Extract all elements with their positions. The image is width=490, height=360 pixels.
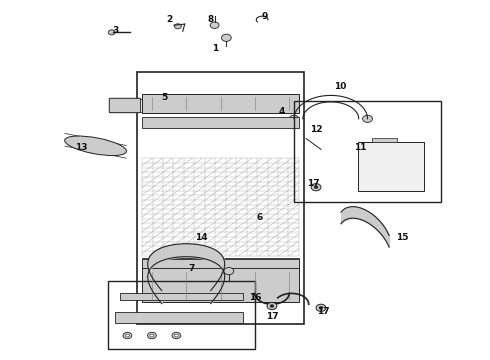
Text: 2: 2 <box>166 15 172 24</box>
Text: 3: 3 <box>112 26 118 35</box>
Circle shape <box>174 334 178 337</box>
Text: 6: 6 <box>257 213 263 222</box>
Ellipse shape <box>65 136 126 156</box>
Circle shape <box>141 315 148 320</box>
Text: 17: 17 <box>307 179 320 188</box>
Text: 13: 13 <box>74 143 87 152</box>
Circle shape <box>232 293 241 300</box>
Circle shape <box>174 24 181 29</box>
Text: 14: 14 <box>195 233 207 242</box>
Circle shape <box>270 305 274 307</box>
Bar <box>142 94 299 113</box>
Text: 15: 15 <box>395 233 408 242</box>
Bar <box>142 258 299 268</box>
Text: 4: 4 <box>278 107 285 116</box>
Circle shape <box>117 315 123 320</box>
Text: 7: 7 <box>188 264 195 273</box>
Text: 16: 16 <box>248 292 261 302</box>
Circle shape <box>319 306 323 309</box>
Circle shape <box>150 334 154 337</box>
Circle shape <box>221 34 231 41</box>
Text: 17: 17 <box>317 307 330 316</box>
Circle shape <box>363 115 372 122</box>
Text: 5: 5 <box>161 93 167 102</box>
Circle shape <box>289 115 299 122</box>
Circle shape <box>168 315 175 320</box>
Text: 17: 17 <box>266 312 278 321</box>
Circle shape <box>108 30 115 35</box>
Bar <box>120 293 243 300</box>
Bar <box>142 259 299 268</box>
Bar <box>115 312 243 323</box>
Text: 1: 1 <box>213 44 219 53</box>
Text: 8: 8 <box>208 15 214 24</box>
Text: 12: 12 <box>310 125 322 134</box>
Bar <box>142 268 299 302</box>
Circle shape <box>224 267 234 275</box>
Circle shape <box>316 304 326 311</box>
Circle shape <box>125 334 129 337</box>
Bar <box>294 101 441 202</box>
Circle shape <box>314 186 318 189</box>
Bar <box>372 138 397 142</box>
Bar <box>137 72 304 324</box>
Bar <box>358 142 424 191</box>
Bar <box>108 281 255 349</box>
Circle shape <box>172 332 181 339</box>
Circle shape <box>267 302 277 310</box>
FancyBboxPatch shape <box>109 98 141 113</box>
Circle shape <box>311 184 321 191</box>
Circle shape <box>210 22 219 28</box>
Circle shape <box>147 332 156 339</box>
Text: 9: 9 <box>261 12 268 21</box>
Text: 10: 10 <box>334 82 347 91</box>
Text: 11: 11 <box>354 143 367 152</box>
Circle shape <box>123 332 132 339</box>
Bar <box>142 117 299 128</box>
